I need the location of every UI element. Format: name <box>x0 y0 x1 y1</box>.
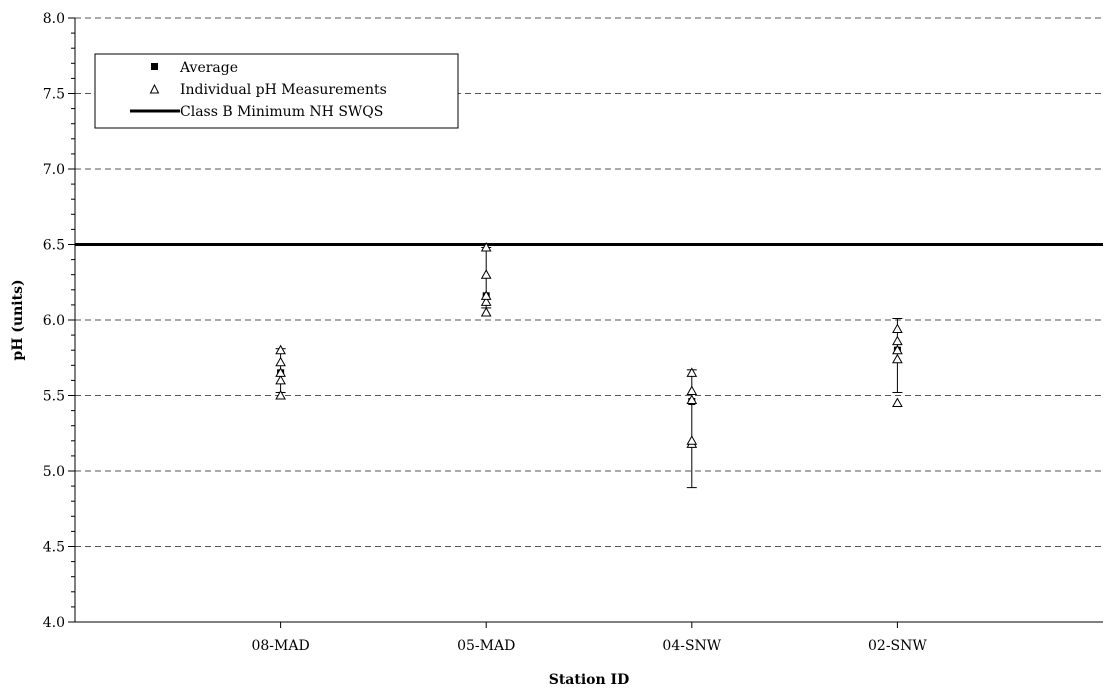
x-ticks: 08-MAD 05-MAD 04-SNW 02-SNW <box>251 622 927 654</box>
y-tick-label: 6.0 <box>43 313 65 329</box>
measurement-point <box>892 353 903 364</box>
measurement-point <box>686 394 698 405</box>
measurement-point <box>892 335 903 346</box>
legend-average-marker <box>151 63 158 70</box>
y-tick-label: 6.5 <box>43 238 65 254</box>
x-tick-label: 05-MAD <box>457 638 515 654</box>
y-ticks: 4.0 4.5 5.0 5.5 6.0 6.5 7.0 7.5 8.0 <box>43 11 75 631</box>
legend-standard-label: Class B Minimum NH SWQS <box>180 104 383 120</box>
y-tick-label: 5.5 <box>43 389 65 405</box>
measurement-point <box>275 389 286 400</box>
measurement-point <box>686 435 698 445</box>
x-tick-label: 02-SNW <box>868 638 927 654</box>
legend-measurements-label: Individual pH Measurements <box>180 82 387 98</box>
measurement-markers <box>275 242 903 448</box>
y-tick-label: 8.0 <box>43 11 65 27</box>
y-axis-title: pH (units) <box>10 279 26 360</box>
measurement-point <box>480 242 492 252</box>
measurement-point <box>892 344 903 355</box>
x-tick-label: 04-SNW <box>662 638 721 654</box>
average-markers <box>277 292 901 406</box>
y-tick-label: 5.0 <box>43 464 65 480</box>
measurement-point <box>480 306 492 317</box>
y-tick-label: 4.0 <box>43 615 65 631</box>
error-bars <box>275 247 903 489</box>
measurement-point <box>480 290 492 300</box>
measurement-point <box>686 385 698 395</box>
measurement-point <box>480 269 492 279</box>
y-tick-label: 4.5 <box>43 540 65 556</box>
measurement-point <box>275 367 286 377</box>
measurement-point <box>892 323 903 334</box>
legend: Average Individual pH Measurements Class… <box>94 53 459 129</box>
x-axis-title: Station ID <box>549 672 630 688</box>
legend-average-label: Average <box>179 60 238 76</box>
x-tick-label: 08-MAD <box>251 638 309 654</box>
measurement-point <box>686 367 698 377</box>
measurement-point <box>275 374 286 385</box>
measurement-point <box>275 344 286 355</box>
measurement-point <box>480 296 492 306</box>
measurement-point <box>275 356 286 367</box>
measurement-point <box>892 397 903 408</box>
legend-triangle-marker <box>149 83 160 94</box>
y-tick-label: 7.0 <box>43 162 65 178</box>
y-tick-label: 7.5 <box>43 87 65 103</box>
